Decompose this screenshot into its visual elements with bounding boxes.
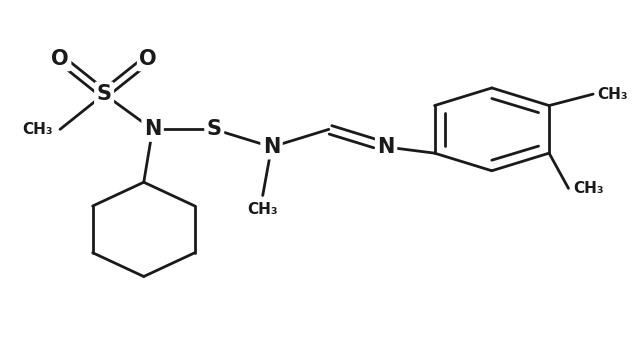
Text: S: S: [207, 119, 221, 139]
Text: N: N: [144, 119, 161, 139]
Text: CH₃: CH₃: [573, 181, 604, 196]
Text: O: O: [51, 49, 69, 69]
Text: CH₃: CH₃: [248, 202, 278, 217]
Text: O: O: [140, 49, 157, 69]
Text: N: N: [378, 137, 395, 157]
Text: CH₃: CH₃: [598, 87, 628, 102]
Text: N: N: [263, 137, 280, 157]
Text: CH₃: CH₃: [22, 122, 53, 137]
Text: S: S: [97, 84, 111, 104]
